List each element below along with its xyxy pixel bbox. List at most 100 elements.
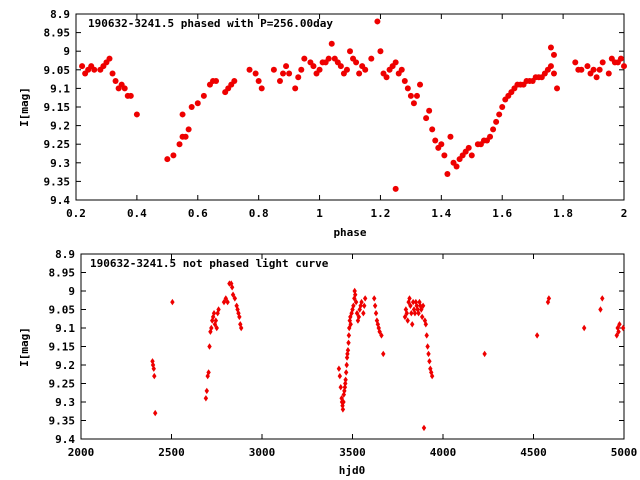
data-point — [487, 133, 494, 140]
data-point — [185, 126, 192, 133]
y-tick-label: 9.2 — [50, 120, 70, 133]
data-point — [404, 310, 409, 317]
data-point — [127, 92, 134, 99]
data-point — [238, 324, 244, 332]
data-point — [214, 324, 219, 332]
data-point — [235, 306, 240, 313]
x-tick-label: 2 — [621, 207, 628, 220]
data-point — [547, 44, 554, 51]
data-point — [351, 302, 356, 309]
data-point — [381, 350, 386, 358]
data-point — [179, 111, 186, 118]
y-axis-label: I[mag] — [18, 327, 31, 367]
data-point — [356, 70, 363, 77]
data-point — [410, 321, 415, 328]
data-point — [106, 55, 113, 62]
data-point — [234, 302, 239, 309]
data-point — [353, 59, 360, 66]
chart-title: 190632-3241.5 not phased light curve — [90, 257, 329, 270]
data-point — [216, 306, 221, 313]
x-tick-label: 5000 — [611, 446, 638, 459]
y-tick-label: 9 — [63, 45, 70, 58]
data-point — [413, 92, 420, 99]
data-point — [292, 85, 299, 92]
data-point — [225, 298, 230, 306]
data-point — [621, 63, 627, 70]
data-point — [377, 48, 384, 55]
data-point — [338, 384, 343, 391]
x-tick-label: 0.2 — [66, 207, 86, 220]
data-point — [417, 81, 424, 88]
data-point — [112, 77, 119, 84]
data-point — [231, 77, 238, 84]
x-tick-label: 0.8 — [249, 207, 269, 220]
x-axis-label: phase — [333, 226, 366, 239]
data-point — [383, 74, 390, 81]
y-tick-label: 9.4 — [50, 194, 70, 207]
data-point — [133, 111, 140, 118]
y-tick-label: 9.05 — [49, 304, 76, 317]
data-point — [584, 63, 591, 70]
x-tick-label: 4500 — [520, 446, 547, 459]
data-point — [337, 372, 343, 380]
y-tick-label: 8.95 — [49, 267, 76, 280]
x-tick-label: 1.4 — [431, 207, 451, 220]
data-point — [343, 66, 350, 73]
data-point — [343, 376, 348, 383]
data-point — [605, 70, 612, 77]
data-point — [353, 298, 359, 306]
data-point — [453, 163, 460, 170]
data-point — [407, 295, 412, 302]
y-tick-label: 9.15 — [49, 341, 76, 354]
data-point — [423, 115, 430, 122]
data-point — [346, 339, 351, 346]
y-tick-label: 9.15 — [44, 101, 71, 114]
data-point — [170, 298, 175, 306]
data-point — [408, 302, 413, 309]
data-point — [438, 141, 445, 148]
data-point — [204, 387, 209, 395]
data-point — [590, 66, 597, 73]
plot-frame — [80, 253, 625, 440]
y-tick-label: 9.1 — [50, 82, 70, 95]
data-point — [109, 70, 116, 77]
data-point — [426, 107, 433, 114]
data-point — [490, 126, 497, 133]
data-point — [79, 63, 86, 70]
data-point — [252, 70, 259, 77]
data-point — [496, 111, 503, 118]
data-point — [246, 66, 253, 73]
data-point — [286, 70, 293, 77]
data-point — [432, 137, 439, 144]
chart-title: 190632-3241.5 phased with P=256.00day — [88, 17, 333, 30]
y-tick-label: 9.4 — [55, 433, 75, 446]
data-point — [362, 302, 367, 309]
data-point — [229, 284, 235, 291]
data-point — [617, 55, 624, 62]
data-point — [182, 133, 189, 140]
data-point — [344, 361, 349, 369]
data-point — [194, 100, 201, 107]
data-point — [420, 302, 426, 309]
data-point — [599, 59, 606, 66]
x-tick-label: 4000 — [430, 446, 457, 459]
plot-frame — [75, 13, 625, 201]
data-point — [372, 295, 377, 302]
data-point — [547, 63, 554, 70]
data-point — [346, 332, 352, 339]
data-point — [423, 321, 429, 328]
data-point — [209, 324, 214, 332]
data-point — [207, 343, 212, 350]
data-point — [353, 291, 358, 298]
y-tick-label: 9.25 — [49, 378, 76, 391]
data-point — [347, 48, 353, 55]
data-point — [373, 310, 379, 317]
y-tick-label: 8.9 — [50, 8, 70, 21]
data-point — [581, 324, 587, 332]
data-point — [410, 100, 417, 107]
data-point — [405, 317, 410, 324]
y-tick-label: 8.9 — [55, 248, 75, 261]
data-point — [348, 321, 353, 328]
data-point — [392, 185, 399, 192]
